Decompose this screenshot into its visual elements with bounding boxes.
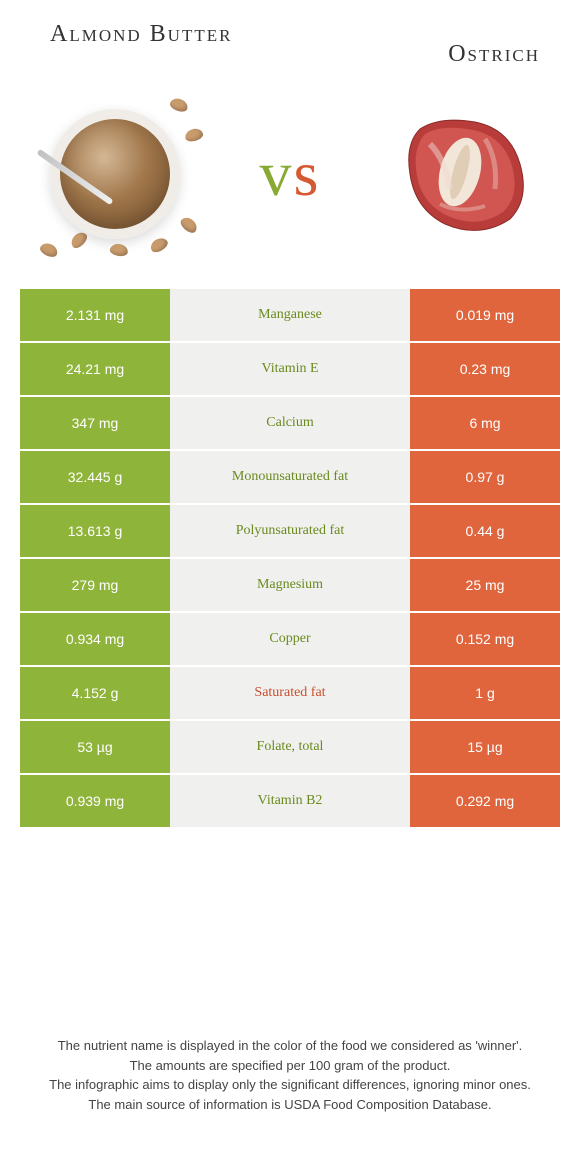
footer-line: The nutrient name is displayed in the co… bbox=[30, 1036, 550, 1056]
footer-notes: The nutrient name is displayed in the co… bbox=[0, 1036, 580, 1114]
images-row: vs bbox=[0, 79, 580, 289]
left-value: 2.131 mg bbox=[20, 289, 170, 341]
table-row: 347 mgCalcium6 mg bbox=[20, 397, 560, 449]
table-row: 2.131 mgManganese0.019 mg bbox=[20, 289, 560, 341]
table-row: 0.939 mgVitamin B20.292 mg bbox=[20, 775, 560, 827]
table-row: 4.152 gSaturated fat1 g bbox=[20, 667, 560, 719]
left-value: 0.939 mg bbox=[20, 775, 170, 827]
left-value: 32.445 g bbox=[20, 451, 170, 503]
nutrient-label: Magnesium bbox=[170, 559, 410, 611]
left-value: 0.934 mg bbox=[20, 613, 170, 665]
right-value: 0.019 mg bbox=[410, 289, 560, 341]
right-value: 15 µg bbox=[410, 721, 560, 773]
header: Almond Butter Ostrich bbox=[0, 0, 580, 79]
footer-line: The amounts are specified per 100 gram o… bbox=[30, 1056, 550, 1076]
right-value: 1 g bbox=[410, 667, 560, 719]
left-value: 4.152 g bbox=[20, 667, 170, 719]
table-row: 32.445 gMonounsaturated fat0.97 g bbox=[20, 451, 560, 503]
nutrient-label: Vitamin B2 bbox=[170, 775, 410, 827]
nutrient-label: Polyunsaturated fat bbox=[170, 505, 410, 557]
nutrient-label: Calcium bbox=[170, 397, 410, 449]
food-title-right: Ostrich bbox=[295, 20, 540, 69]
nutrient-label: Manganese bbox=[170, 289, 410, 341]
nutrient-label: Vitamin E bbox=[170, 343, 410, 395]
table-row: 0.934 mgCopper0.152 mg bbox=[20, 613, 560, 665]
footer-line: The main source of information is USDA F… bbox=[30, 1095, 550, 1115]
table-row: 24.21 mgVitamin E0.23 mg bbox=[20, 343, 560, 395]
left-value: 279 mg bbox=[20, 559, 170, 611]
nutrient-label: Saturated fat bbox=[170, 667, 410, 719]
left-value: 13.613 g bbox=[20, 505, 170, 557]
vs-label: vs bbox=[260, 137, 321, 211]
right-value: 6 mg bbox=[410, 397, 560, 449]
footer-line: The infographic aims to display only the… bbox=[30, 1075, 550, 1095]
nutrient-label: Monounsaturated fat bbox=[170, 451, 410, 503]
nutrient-table: 2.131 mgManganese0.019 mg24.21 mgVitamin… bbox=[20, 289, 560, 827]
left-value: 347 mg bbox=[20, 397, 170, 449]
food-title-left: Almond Butter bbox=[40, 20, 295, 69]
table-row: 279 mgMagnesium25 mg bbox=[20, 559, 560, 611]
right-value: 25 mg bbox=[410, 559, 560, 611]
nutrient-label: Copper bbox=[170, 613, 410, 665]
right-value: 0.23 mg bbox=[410, 343, 560, 395]
table-row: 13.613 gPolyunsaturated fat0.44 g bbox=[20, 505, 560, 557]
left-value: 24.21 mg bbox=[20, 343, 170, 395]
almond-butter-image bbox=[30, 89, 200, 259]
right-value: 0.292 mg bbox=[410, 775, 560, 827]
left-value: 53 µg bbox=[20, 721, 170, 773]
right-value: 0.152 mg bbox=[410, 613, 560, 665]
ostrich-image bbox=[380, 89, 550, 259]
nutrient-label: Folate, total bbox=[170, 721, 410, 773]
table-row: 53 µgFolate, total15 µg bbox=[20, 721, 560, 773]
right-value: 0.97 g bbox=[410, 451, 560, 503]
right-value: 0.44 g bbox=[410, 505, 560, 557]
